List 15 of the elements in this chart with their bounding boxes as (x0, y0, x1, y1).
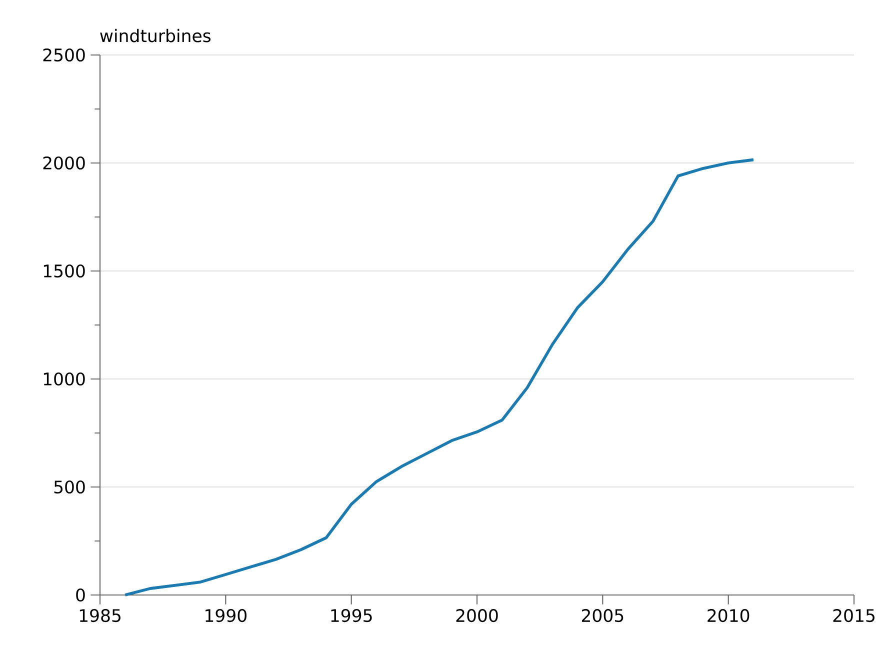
x-tick-label: 1985 (80, 609, 120, 622)
x-tick-label: 2015 (833, 609, 874, 622)
y-axis-title: windturbines (100, 28, 210, 42)
y-tick-label: 500 (54, 480, 85, 494)
x-tick-label: 1995 (331, 609, 372, 622)
y-tick-label: 2000 (43, 156, 85, 170)
y-tick-label: 1500 (44, 264, 85, 278)
y-tick-label: 1000 (44, 372, 85, 386)
line-series (124, 158, 755, 596)
x-tick-label: 2005 (582, 609, 624, 622)
y-tick-label: 0 (76, 588, 85, 602)
x-tick-label: 2000 (456, 609, 498, 622)
y-tick-label: 2500 (43, 48, 85, 62)
x-tick-label: 2010 (708, 609, 750, 622)
x-tick-label: 1990 (206, 609, 246, 622)
